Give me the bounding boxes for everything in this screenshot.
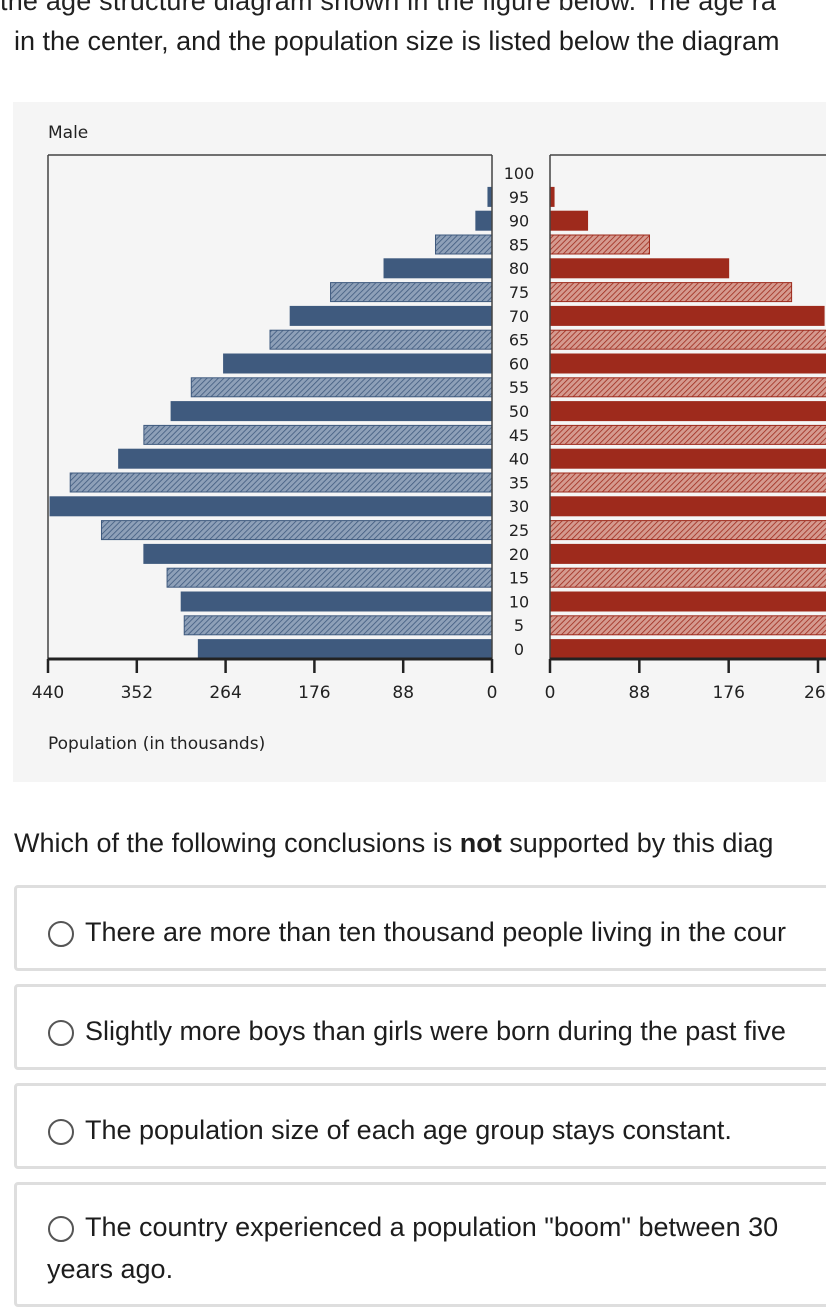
age-label: 45 (509, 426, 529, 445)
age-label: 95 (509, 188, 529, 207)
age-label: 25 (509, 521, 529, 540)
male-bar-age-80 (383, 258, 493, 279)
female-bar-age-35 (549, 472, 826, 493)
male-bar-age-65 (269, 329, 493, 350)
answer-option-2[interactable]: Slightly more boys than girls were born … (14, 984, 826, 1070)
male-tick-label: 352 (121, 683, 153, 703)
answer-option-1[interactable]: There are more than ten thousand people … (14, 885, 826, 971)
question-prefix: Which of the following conclusions is (14, 828, 460, 858)
age-label: 60 (509, 354, 529, 373)
female-bar-age-80 (549, 258, 730, 279)
male-bar-age-15 (166, 567, 493, 588)
radio-button[interactable] (48, 1020, 74, 1046)
age-label: 0 (514, 640, 524, 659)
female-tick-label: 88 (629, 683, 651, 703)
question-suffix: supported by this diag (501, 828, 774, 858)
age-structure-figure: Male 100 95 90 85 80 75 70 65 60 55 50 45 40 35 30 25 20… (13, 102, 826, 782)
age-label: 65 (509, 331, 529, 350)
female-bar-age-75 (549, 282, 793, 303)
male-bar-age-10 (180, 591, 493, 612)
male-bar-age-5 (183, 615, 493, 636)
female-bar-age-0 (549, 639, 826, 660)
female-bar-age-65 (549, 329, 826, 350)
male-bars (49, 186, 493, 660)
male-bar-age-90 (475, 210, 493, 231)
male-label: Male (48, 123, 88, 143)
female-bar-age-55 (549, 377, 826, 398)
option-text: There are more than ten thousand people … (85, 917, 786, 947)
x-axis-label: Population (in thousands) (48, 734, 265, 754)
female-tick-label: 264 (804, 683, 826, 703)
female-bar-age-15 (549, 567, 826, 588)
age-label: 15 (509, 569, 529, 588)
male-bar-age-75 (330, 282, 493, 303)
male-bar-age-50 (170, 401, 493, 422)
option-text: Slightly more boys than girls were born … (85, 1016, 786, 1046)
age-label: 50 (509, 402, 529, 421)
option-text: The country experienced a population "bo… (85, 1212, 779, 1242)
female-bar-age-70 (549, 305, 825, 326)
radio-button[interactable] (48, 921, 74, 947)
question-emphasis: not (459, 828, 502, 858)
male-bar-age-0 (197, 639, 493, 660)
male-tick-label: 440 (32, 683, 64, 703)
female-bars (549, 186, 826, 660)
female-bar-age-20 (549, 543, 826, 564)
age-label: 30 (509, 497, 529, 516)
female-bar-age-50 (549, 401, 826, 422)
male-tick-label: 176 (298, 683, 330, 703)
female-tick-label: 176 (712, 683, 744, 703)
female-bar-age-30 (549, 496, 826, 517)
age-label: 55 (509, 378, 529, 397)
female-bar-age-85 (549, 234, 650, 255)
x-axis: 440 352 264 176 88 0 0 88 176 264 (32, 154, 826, 703)
female-bar-age-60 (549, 353, 826, 374)
female-bar-age-5 (549, 615, 826, 636)
male-bar-age-35 (69, 472, 493, 493)
radio-button[interactable] (48, 1216, 74, 1242)
female-bar-age-45 (549, 424, 826, 445)
population-pyramid-chart: Male 10095908580757065605550454035302520… (32, 123, 826, 754)
radio-button[interactable] (48, 1119, 74, 1145)
male-bar-age-30 (49, 496, 493, 517)
age-labels: 1009590858075706560555045403530252015105… (504, 164, 535, 659)
age-label: 75 (509, 283, 529, 302)
age-label: 90 (509, 212, 529, 231)
age-label: 10 (509, 592, 529, 611)
answer-option-4[interactable]: The country experienced a population "bo… (14, 1182, 826, 1307)
male-bar-age-25 (100, 520, 493, 541)
male-bar-age-60 (223, 353, 493, 374)
male-tick-label: 88 (392, 683, 414, 703)
answer-option-3[interactable]: The population size of each age group st… (14, 1083, 826, 1169)
option-text: The population size of each age group st… (85, 1115, 732, 1145)
age-label: 100 (504, 164, 535, 183)
age-label: 40 (509, 450, 529, 469)
question-text: Which of the following conclusions is no… (14, 828, 773, 859)
age-label: 20 (509, 545, 529, 564)
age-label: 80 (509, 259, 529, 278)
female-bar-age-25 (549, 520, 826, 541)
male-tick-label: 264 (209, 683, 241, 703)
age-label: 85 (509, 235, 529, 254)
intro-text: in the center, and the population size i… (14, 26, 780, 56)
male-tick-label: 0 (487, 683, 498, 703)
female-tick-label: 0 (545, 683, 556, 703)
male-bar-age-85 (434, 234, 493, 255)
option-text-continued: years ago. (47, 1254, 174, 1284)
age-label: 5 (514, 616, 524, 635)
female-bar-age-40 (549, 448, 826, 469)
age-label: 70 (509, 307, 529, 326)
age-label: 35 (509, 473, 529, 492)
truncated-intro-line: the age structure diagram shown in the f… (0, 0, 777, 16)
male-bar-age-20 (143, 543, 493, 564)
male-bar-age-70 (289, 305, 493, 326)
male-bar-age-40 (118, 448, 493, 469)
male-bar-age-55 (190, 377, 493, 398)
female-bar-age-10 (549, 591, 826, 612)
male-bar-age-45 (143, 424, 493, 445)
female-bar-age-90 (549, 210, 589, 231)
